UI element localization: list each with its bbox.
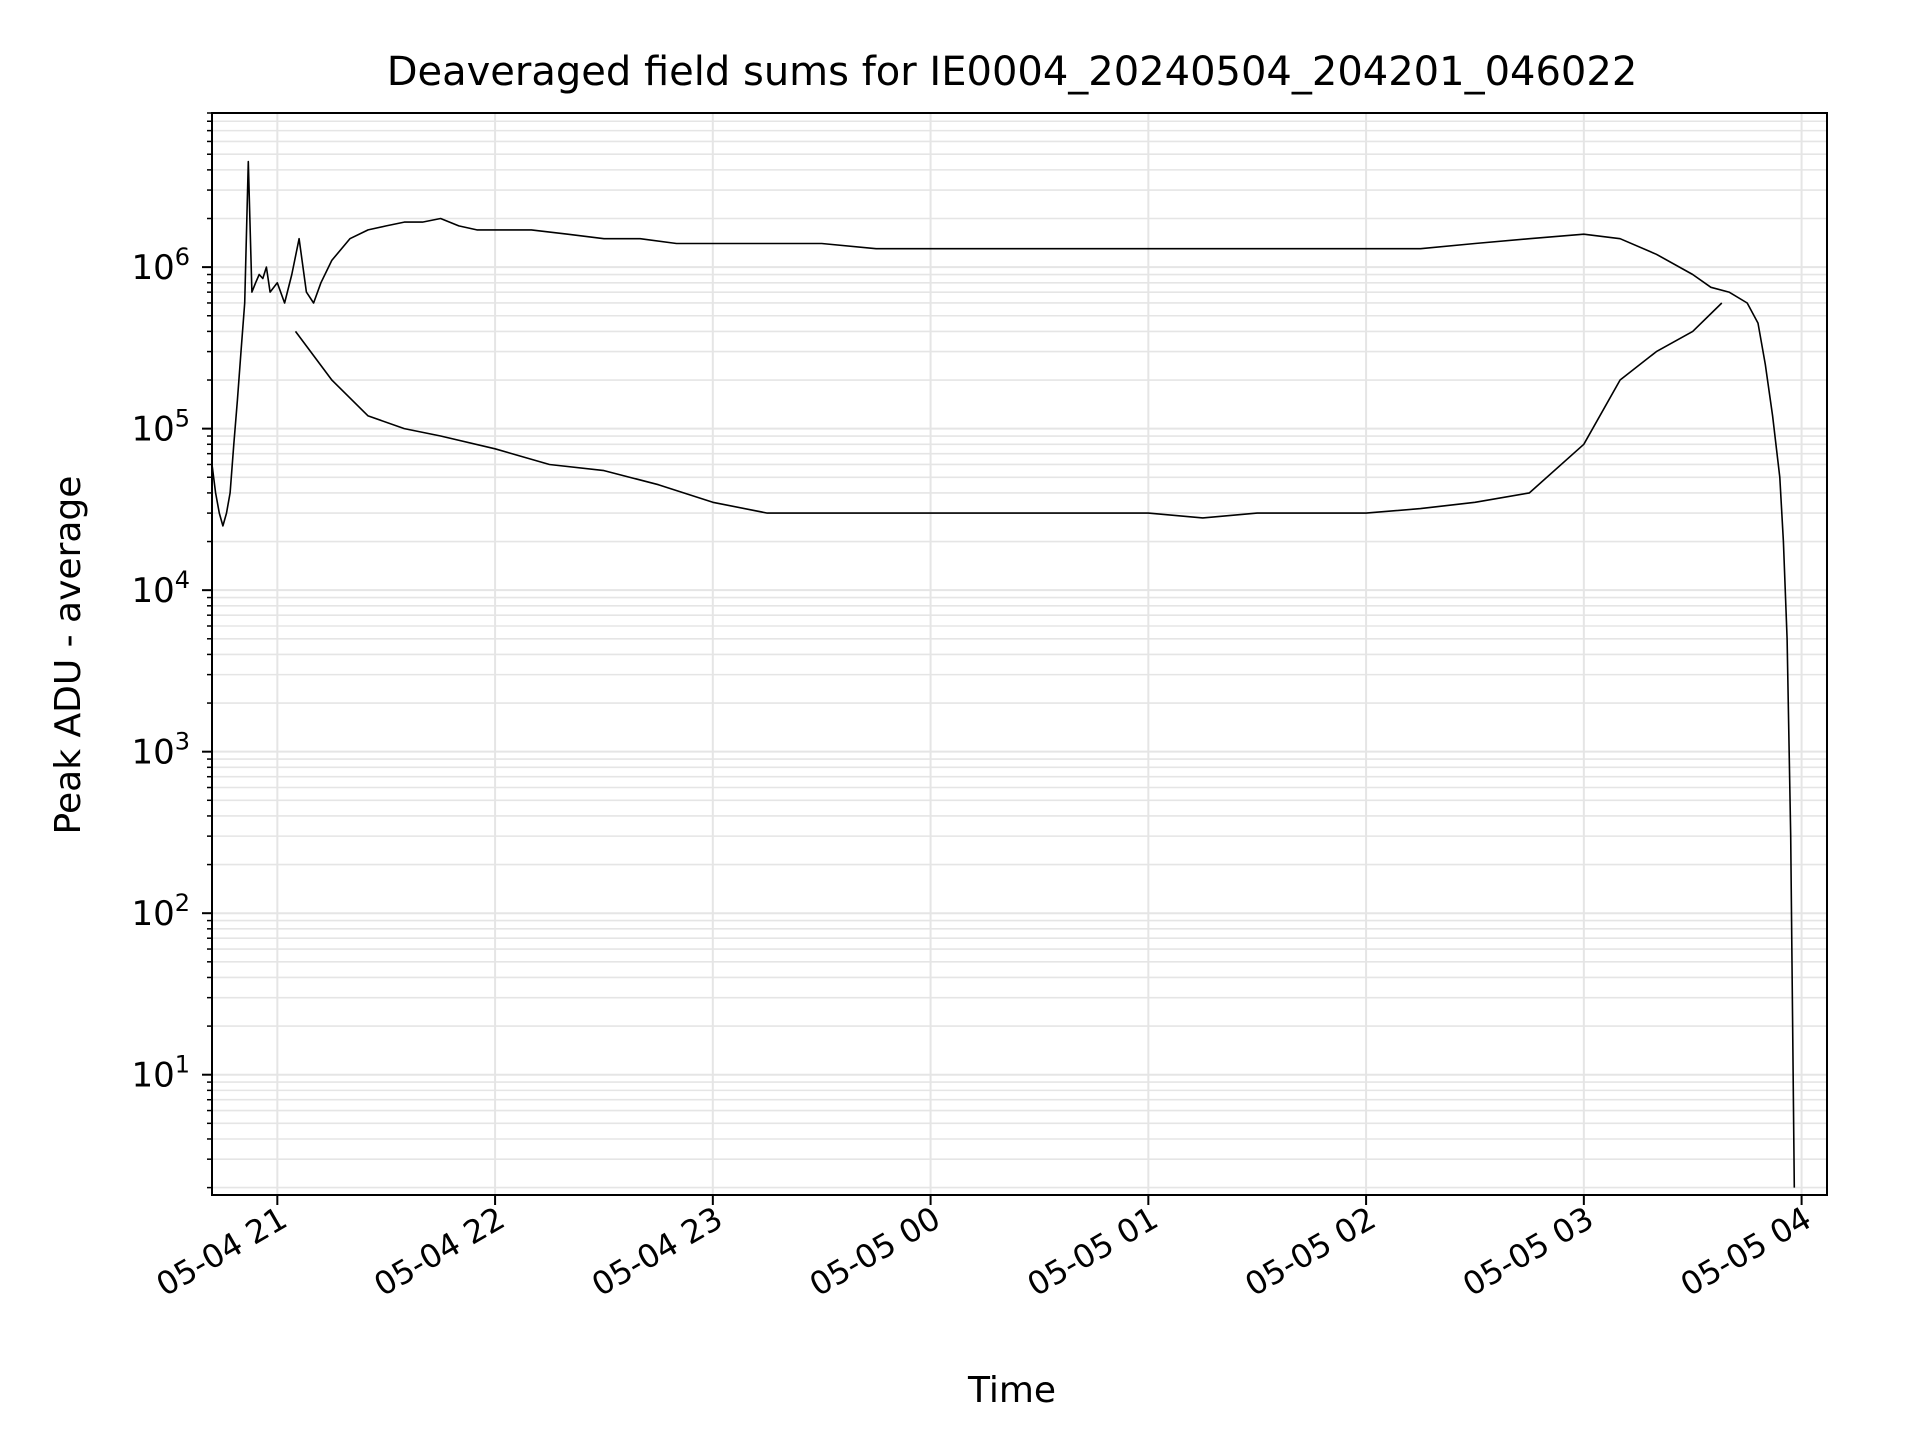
- x-tick-label: 05-05 02: [1238, 1199, 1382, 1304]
- x-tick-label: 05-04 22: [367, 1199, 511, 1304]
- y-tick-label: 106: [131, 243, 190, 288]
- data-layer: [211, 160, 1796, 1188]
- y-axis-ticks: 101 102 103 104 105 106: [131, 112, 212, 1189]
- chart-title: Deaveraged field sums for IE0004_2024050…: [387, 49, 1638, 95]
- x-tick-label: 05-05 01: [1021, 1199, 1165, 1304]
- x-tick-label: 05-05 03: [1456, 1199, 1600, 1304]
- x-tick-label: 05-05 04: [1674, 1199, 1818, 1304]
- y-axis-label: Peak ADU - average: [48, 476, 89, 835]
- grid: [212, 112, 1827, 1195]
- series-line-1: [211, 160, 1796, 1188]
- x-axis-ticks: 05-04 21 05-04 22 05-04 23 05-05 00 05-05 01…: [150, 1195, 1818, 1304]
- x-axis-label: Time: [967, 1370, 1056, 1411]
- y-tick-label: 103: [131, 728, 190, 773]
- x-tick-label: 05-04 21: [150, 1199, 294, 1304]
- x-tick-label: 05-05 00: [803, 1199, 947, 1304]
- y-tick-label: 105: [131, 405, 190, 450]
- y-tick-label: 104: [131, 566, 190, 611]
- y-tick-label: 101: [131, 1051, 190, 1096]
- y-tick-label: 102: [131, 889, 190, 934]
- x-tick-label: 05-04 23: [585, 1199, 729, 1304]
- series-line-2: [294, 302, 1723, 519]
